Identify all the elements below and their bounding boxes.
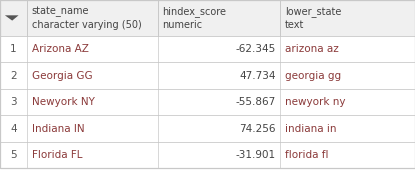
Text: 74.256: 74.256: [239, 124, 276, 134]
Text: hindex_score
numeric: hindex_score numeric: [162, 6, 226, 30]
Bar: [0, 62, 415, 89]
Text: Florida FL: Florida FL: [32, 150, 82, 160]
Text: 5: 5: [10, 150, 17, 160]
Bar: [0, 89, 415, 115]
Bar: [0, 142, 415, 168]
Text: 4: 4: [10, 124, 17, 134]
Text: lower_state
text: lower_state text: [285, 6, 341, 30]
Text: 2: 2: [10, 71, 17, 81]
Text: Arizona AZ: Arizona AZ: [32, 44, 88, 54]
Text: 3: 3: [10, 97, 17, 107]
Text: Newyork NY: Newyork NY: [32, 97, 95, 107]
Text: 47.734: 47.734: [239, 71, 276, 81]
Bar: [0, 115, 415, 142]
Polygon shape: [5, 15, 19, 21]
Text: florida fl: florida fl: [285, 150, 328, 160]
Bar: [0, 0, 415, 36]
Text: -31.901: -31.901: [235, 150, 276, 160]
Text: indiana in: indiana in: [285, 124, 336, 134]
Text: newyork ny: newyork ny: [285, 97, 345, 107]
Text: georgia gg: georgia gg: [285, 71, 341, 81]
Text: -62.345: -62.345: [235, 44, 276, 54]
Text: arizona az: arizona az: [285, 44, 339, 54]
Bar: [0, 36, 415, 62]
Text: Georgia GG: Georgia GG: [32, 71, 92, 81]
Text: state_name
character varying (50): state_name character varying (50): [32, 6, 141, 30]
Text: Indiana IN: Indiana IN: [32, 124, 84, 134]
Text: 1: 1: [10, 44, 17, 54]
Text: -55.867: -55.867: [235, 97, 276, 107]
